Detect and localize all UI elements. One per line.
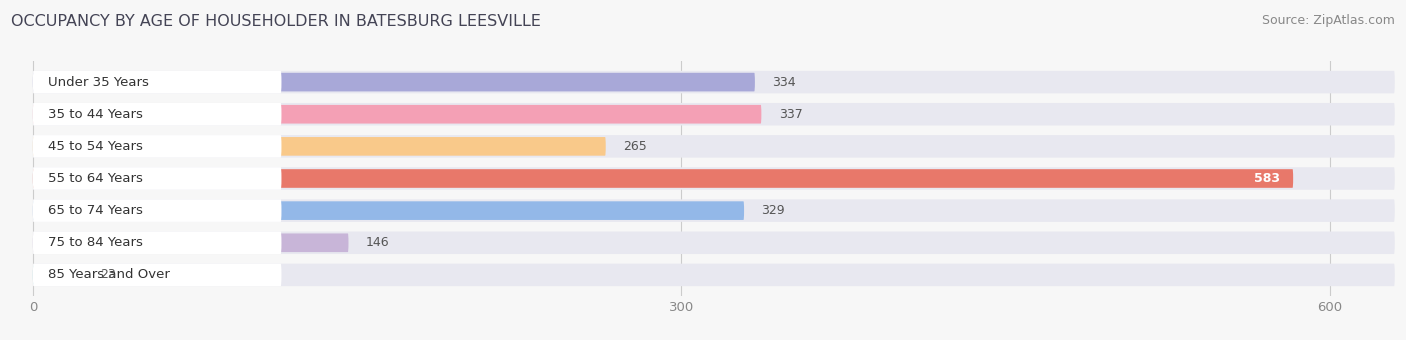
Text: Source: ZipAtlas.com: Source: ZipAtlas.com <box>1261 14 1395 27</box>
FancyBboxPatch shape <box>32 266 83 284</box>
Text: 337: 337 <box>779 108 803 121</box>
FancyBboxPatch shape <box>32 264 281 286</box>
FancyBboxPatch shape <box>32 199 281 222</box>
FancyBboxPatch shape <box>32 103 1395 125</box>
FancyBboxPatch shape <box>32 264 1395 286</box>
FancyBboxPatch shape <box>32 135 1395 158</box>
Text: 23: 23 <box>100 268 115 282</box>
Text: 329: 329 <box>762 204 785 217</box>
FancyBboxPatch shape <box>32 137 606 156</box>
FancyBboxPatch shape <box>32 234 349 252</box>
Text: 146: 146 <box>366 236 389 249</box>
FancyBboxPatch shape <box>32 201 744 220</box>
Text: 583: 583 <box>1254 172 1281 185</box>
FancyBboxPatch shape <box>32 169 1294 188</box>
FancyBboxPatch shape <box>32 135 281 158</box>
FancyBboxPatch shape <box>32 103 281 125</box>
FancyBboxPatch shape <box>32 105 762 123</box>
Text: 65 to 74 Years: 65 to 74 Years <box>48 204 143 217</box>
Text: OCCUPANCY BY AGE OF HOUSEHOLDER IN BATESBURG LEESVILLE: OCCUPANCY BY AGE OF HOUSEHOLDER IN BATES… <box>11 14 541 29</box>
FancyBboxPatch shape <box>32 167 1395 190</box>
Text: 35 to 44 Years: 35 to 44 Years <box>48 108 143 121</box>
Text: 334: 334 <box>772 75 796 89</box>
FancyBboxPatch shape <box>32 71 281 94</box>
Text: 55 to 64 Years: 55 to 64 Years <box>48 172 143 185</box>
FancyBboxPatch shape <box>32 232 1395 254</box>
FancyBboxPatch shape <box>32 199 1395 222</box>
Text: 75 to 84 Years: 75 to 84 Years <box>48 236 143 249</box>
FancyBboxPatch shape <box>32 71 1395 94</box>
Text: 265: 265 <box>623 140 647 153</box>
Text: Under 35 Years: Under 35 Years <box>48 75 149 89</box>
FancyBboxPatch shape <box>32 167 281 190</box>
FancyBboxPatch shape <box>32 232 281 254</box>
Text: 85 Years and Over: 85 Years and Over <box>48 268 170 282</box>
Text: 45 to 54 Years: 45 to 54 Years <box>48 140 143 153</box>
FancyBboxPatch shape <box>32 73 755 91</box>
